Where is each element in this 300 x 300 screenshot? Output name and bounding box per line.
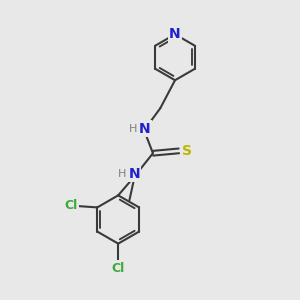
Text: H: H	[118, 169, 127, 179]
Text: N: N	[128, 167, 140, 181]
Text: N: N	[169, 27, 181, 41]
Text: N: N	[139, 122, 151, 136]
Text: H: H	[129, 124, 137, 134]
Text: Cl: Cl	[112, 262, 125, 275]
Text: Cl: Cl	[64, 200, 77, 212]
Text: S: S	[182, 144, 192, 158]
